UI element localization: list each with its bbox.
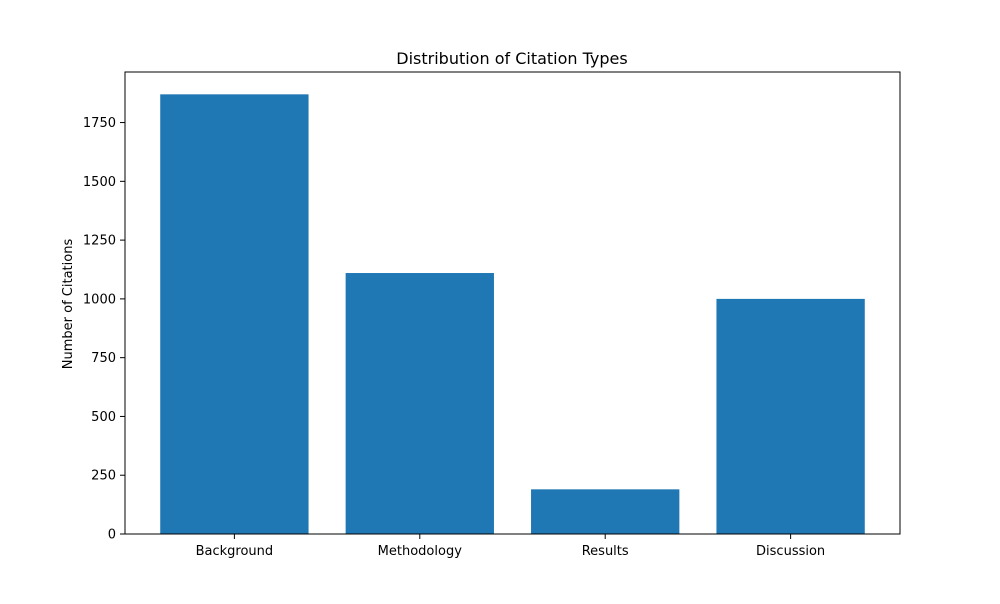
bar-results: [531, 489, 680, 534]
bar-background: [160, 94, 309, 534]
x-tick-label: Results: [582, 544, 629, 559]
y-tick-label: 0: [108, 528, 116, 543]
x-tick-label: Discussion: [756, 544, 825, 559]
y-tick-label: 250: [91, 469, 116, 484]
x-tick-label: Methodology: [378, 544, 463, 559]
bar-discussion: [716, 298, 865, 534]
y-axis-ticks: 0 250 500 750 1000 1250 1500 1750: [83, 116, 125, 543]
bars-group: [160, 94, 865, 534]
chart-title: Distribution of Citation Types: [396, 49, 627, 68]
plot-frame: [124, 71, 901, 535]
y-tick-label: 500: [91, 410, 116, 425]
y-tick-label: 1000: [83, 292, 116, 307]
y-tick-label: 1500: [83, 175, 116, 190]
bar-methodology: [345, 273, 494, 534]
x-tick-label: Background: [196, 544, 274, 559]
y-tick-label: 1250: [83, 234, 116, 249]
x-axis-ticks: Background Methodology Results Discussion: [196, 534, 825, 559]
y-axis-title: Number of Citations: [61, 239, 76, 370]
y-tick-label: 1750: [83, 116, 116, 131]
y-tick-label: 750: [91, 351, 116, 366]
